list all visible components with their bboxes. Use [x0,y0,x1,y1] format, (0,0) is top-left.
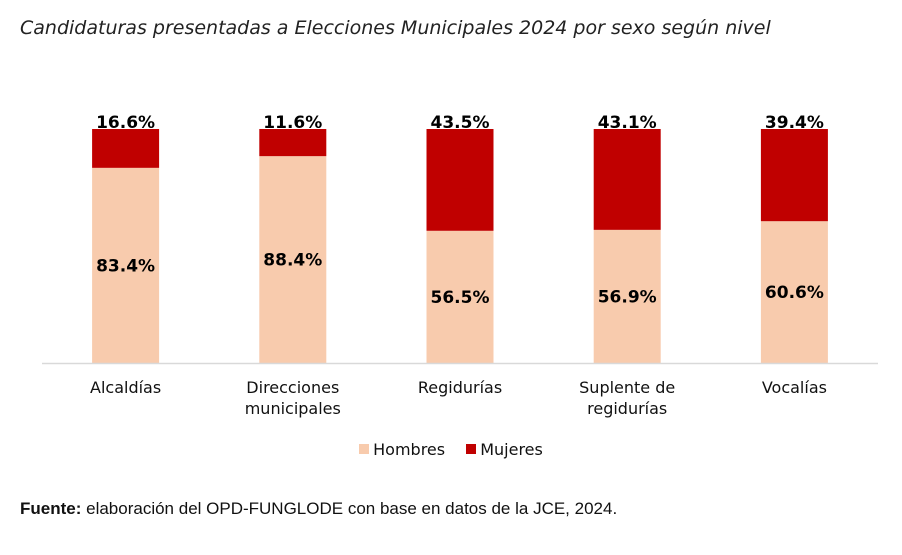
category-label-0: Alcaldías [90,378,161,397]
legend-swatch-mujeres [466,444,477,454]
chart-title: Candidaturas presentadas a Elecciones Mu… [20,17,771,39]
category-labels: Alcaldías Direcciones municipales Regiduría… [90,378,827,418]
legend-item-hombres: Hombres [359,440,445,459]
source-note: Fuente: elaboración del OPD-FUNGLODE con… [20,499,617,519]
bars-group [92,129,828,363]
data-label-hombres-1: 88.4% [263,251,322,271]
bar-hombres-1 [259,156,327,363]
data-label-hombres-0: 83.4% [96,256,155,276]
category-label-1-line-0: Direcciones [246,378,339,397]
bar-hombres-2 [426,230,494,363]
category-label-2: Regidurías [418,378,502,397]
data-label-mujeres-3: 43.1% [598,113,657,133]
legend-item-mujeres: Mujeres [466,440,543,459]
data-label-hombres-3: 56.9% [598,287,657,307]
bar-hombres-0 [92,167,160,363]
bar-mujeres-1 [259,129,327,157]
category-label-3-line-0: Suplente de [579,378,675,397]
bar-mujeres-4 [760,129,828,222]
data-label-mujeres-4: 39.4% [765,113,824,133]
bar-mujeres-2 [426,129,494,231]
bar-hombres-4 [760,221,828,363]
data-label-hombres-4: 60.6% [765,283,824,303]
category-label-3-line-1: regidurías [587,399,667,418]
bar-mujeres-3 [593,129,661,230]
source-label: Fuente: [20,499,82,518]
legend-label-hombres: Hombres [373,439,446,459]
data-label-mujeres-2: 43.5% [431,113,490,133]
legend-swatch-hombres [359,444,370,454]
source-text: elaboración del OPD-FUNGLODE con base en… [81,499,618,518]
category-label-4: Vocalías [762,378,827,397]
bar-hombres-3 [593,229,661,363]
bar-mujeres-0 [92,129,160,168]
data-label-mujeres-1: 11.6% [263,113,322,133]
category-label-1-line-1: municipales [245,399,341,418]
chart-plot: Alcaldías Direcciones municipales Regiduría… [42,113,878,418]
data-label-mujeres-0: 16.6% [96,113,155,133]
data-label-hombres-2: 56.5% [431,288,490,308]
data-labels: 83.4% 16.6% 88.4% 11.6% 56.5% 43.5% 56.9% 43.1%… [96,113,824,308]
legend: Hombres Mujeres [0,439,902,459]
legend-label-mujeres: Mujeres [480,439,543,459]
